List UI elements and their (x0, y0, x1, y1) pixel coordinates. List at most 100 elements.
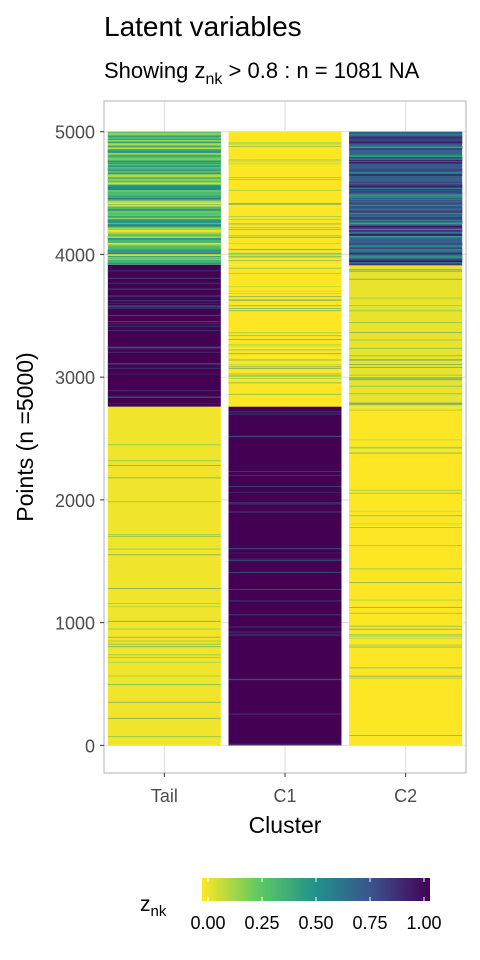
heatmap-streak (107, 149, 221, 152)
x-tick-label: C1 (273, 786, 296, 806)
heatmap-streak (107, 157, 221, 160)
heatmap-streak (349, 675, 463, 677)
heatmap-streak (228, 310, 342, 312)
heatmap-streak (107, 155, 221, 158)
heatmap-streak (349, 234, 463, 236)
heatmap-streak (228, 254, 342, 255)
heatmap-streak (228, 571, 342, 573)
heatmap-streak (228, 713, 342, 715)
heatmap-streak (228, 286, 342, 288)
heatmap-streak (349, 135, 463, 137)
heatmap-streak (107, 306, 221, 308)
heatmap-streak (107, 701, 221, 703)
heatmap-streak (107, 717, 221, 719)
heatmap-streak (107, 206, 221, 208)
heatmap-streak (107, 363, 221, 365)
heatmap-streak (228, 503, 342, 505)
heatmap-streak (349, 253, 463, 256)
heatmap-streak (228, 179, 342, 181)
heatmap-streak (107, 347, 221, 348)
heatmap-streak (107, 224, 221, 227)
heatmap-streak (349, 439, 463, 441)
heatmap-streak (107, 270, 221, 272)
heatmap-streak (107, 230, 221, 233)
heatmap-streak (107, 151, 221, 153)
heatmap-streak (349, 215, 463, 218)
x-tick-label: Tail (151, 786, 178, 806)
legend-title-sub: nk (151, 903, 167, 920)
heatmap-streak (228, 300, 342, 302)
heatmap-streak (107, 227, 221, 230)
heatmap-streak (228, 203, 342, 205)
heatmap-streak (228, 267, 342, 269)
heatmap-streak (349, 243, 463, 245)
heatmap-streak (349, 141, 463, 144)
heatmap-segment (107, 131, 221, 265)
heatmap-streak (349, 181, 463, 184)
heatmap-streak (349, 192, 463, 195)
heatmap-streak (349, 156, 463, 159)
heatmap-streak (107, 736, 221, 738)
heatmap-streak (107, 444, 221, 446)
heatmap-segment (228, 131, 342, 265)
heatmap-streak (349, 203, 463, 205)
heatmap-streak (349, 137, 463, 140)
heatmap-streak (107, 219, 221, 221)
heatmap-streak (349, 628, 463, 630)
heatmap-streak (349, 204, 463, 206)
heatmap-streak (107, 277, 221, 279)
heatmap-streak (107, 262, 221, 265)
heatmap-streak (349, 568, 463, 570)
heatmap-streak (228, 227, 342, 229)
heatmap-streak (228, 229, 342, 231)
heatmap-streak (349, 271, 463, 273)
heatmap-streak (349, 355, 463, 357)
x-axis-title: Cluster (249, 812, 322, 838)
heatmap-streak (228, 332, 342, 334)
heatmap-segment (349, 406, 463, 746)
heatmap-streak (107, 603, 221, 604)
heatmap-streak (107, 477, 221, 479)
heatmap-cell-c2 (349, 406, 463, 746)
heatmap-cell-tail (107, 406, 221, 746)
heatmap-streak (349, 393, 463, 395)
heatmap-streak (107, 196, 221, 199)
heatmap-streak (349, 309, 463, 311)
heatmap-streak (107, 178, 221, 181)
heatmap-streak (349, 634, 463, 636)
heatmap-streak (107, 548, 221, 550)
heatmap-streak (349, 452, 463, 454)
heatmap-streak (349, 193, 463, 196)
heatmap-streak (107, 640, 221, 642)
heatmap-streak (349, 227, 463, 230)
heatmap-streak (228, 353, 342, 355)
heatmap-streak (349, 185, 463, 188)
heatmap-streak (107, 395, 221, 397)
heatmap-streak (349, 220, 463, 223)
heatmap-streak (107, 363, 221, 365)
heatmap-streak (107, 185, 221, 187)
heatmap-streak (107, 135, 221, 137)
heatmap-streak (349, 230, 463, 232)
legend: znk 0.00 0.25 0.50 0.75 1.00 (140, 878, 442, 933)
heatmap-streak (228, 679, 342, 681)
heatmap-streak (349, 409, 463, 411)
legend-title-main: z (140, 893, 151, 916)
heatmap-streak (107, 554, 221, 556)
heatmap-streak (349, 379, 463, 381)
x-axis: Tail C1 C2 (151, 773, 417, 806)
heatmap-streak (349, 228, 463, 231)
heatmap-streak (349, 644, 463, 646)
heatmap-streak (228, 588, 342, 590)
heatmap-streak (107, 255, 221, 258)
heatmap-streak (349, 258, 463, 261)
heatmap-streak (228, 145, 342, 147)
heatmap-streak (349, 213, 463, 216)
heatmap-streak (107, 211, 221, 214)
heatmap-streak (228, 502, 342, 504)
heatmap-streak (107, 259, 221, 262)
heatmap-streak (349, 188, 463, 191)
heatmap-streak (228, 307, 342, 309)
heatmap-streak (349, 612, 463, 614)
heatmap-streak (228, 614, 342, 616)
